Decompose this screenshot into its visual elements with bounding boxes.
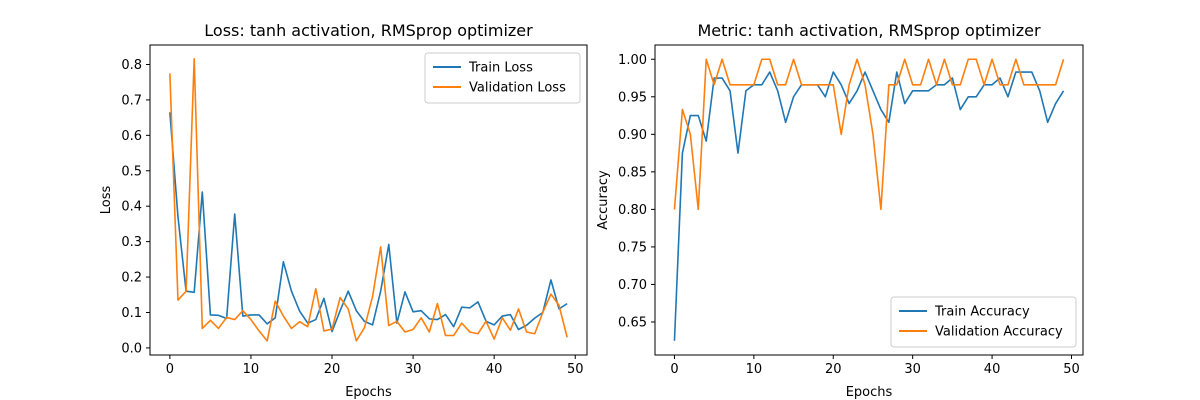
loss-x-tick-label: 50 — [567, 362, 584, 377]
loss-chart-legend: Train Loss Validation Loss — [424, 52, 581, 104]
accuracy-x-tick-label: 50 — [1063, 362, 1080, 377]
loss-legend-box — [424, 52, 581, 104]
accuracy-y-tick-label: 0.70 — [618, 278, 647, 293]
loss-y-tick-label: 0.0 — [121, 341, 142, 356]
accuracy-y-tick-label: 0.80 — [618, 203, 647, 218]
loss-legend-label-train: Train Loss — [468, 61, 533, 76]
accuracy-chart-series — [673, 58, 1065, 341]
loss-series-train-loss — [169, 112, 568, 333]
accuracy-x-tick-label: 10 — [746, 362, 763, 377]
loss-y-tick-label: 0.7 — [121, 93, 142, 108]
accuracy-chart-x-axis-label: Epochs — [846, 385, 893, 400]
accuracy-chart-frame — [654, 44, 1084, 356]
loss-y-tick-label: 0.1 — [121, 306, 142, 321]
loss-series-validation-loss — [169, 58, 568, 342]
loss-chart-series — [169, 58, 568, 342]
accuracy-y-tick-label: 0.95 — [618, 90, 647, 105]
loss-legend-label-validation: Validation Loss — [469, 81, 566, 96]
accuracy-legend-box — [890, 296, 1077, 348]
loss-chart-title: Loss: tanh activation, RMSprop optimizer — [204, 21, 533, 40]
loss-chart: Loss: tanh activation, RMSprop optimizer… — [99, 21, 588, 400]
loss-y-tick-label: 0.2 — [121, 271, 142, 286]
loss-x-tick-label: 30 — [405, 362, 422, 377]
accuracy-chart-y-axis-label: Accuracy — [596, 170, 611, 230]
loss-y-tick-label: 0.8 — [121, 58, 142, 73]
accuracy-chart-ticks: 0 10 20 30 40 50 0.65 0.70 0.75 0.80 0.85 0.90 0.95 1… — [618, 53, 1080, 377]
accuracy-y-tick-label: 1.00 — [618, 53, 647, 68]
loss-chart-ticks: 0 10 20 30 40 50 0.0 0.1 0.2 0.3 0.4 0.5 0.6 0.7 0.8 — [121, 58, 583, 377]
loss-y-tick-label: 0.4 — [121, 200, 142, 215]
accuracy-y-tick-label: 0.65 — [618, 315, 647, 330]
loss-x-tick-label: 0 — [166, 362, 174, 377]
accuracy-y-tick-label: 0.85 — [618, 165, 647, 180]
accuracy-legend-label-train: Train Accuracy — [934, 305, 1030, 320]
loss-x-tick-label: 10 — [243, 362, 260, 377]
accuracy-chart: Metric: tanh activation, RMSprop optimiz… — [596, 21, 1084, 400]
loss-x-tick-label: 20 — [324, 362, 341, 377]
loss-x-tick-label: 40 — [486, 362, 503, 377]
loss-chart-frame — [149, 44, 588, 356]
accuracy-y-tick-label: 0.75 — [618, 240, 647, 255]
accuracy-y-tick-label: 0.90 — [618, 128, 647, 143]
loss-y-tick-label: 0.5 — [121, 164, 142, 179]
loss-chart-x-axis-label: Epochs — [345, 385, 392, 400]
accuracy-x-tick-label: 20 — [825, 362, 842, 377]
loss-y-tick-label: 0.6 — [121, 129, 142, 144]
accuracy-chart-title: Metric: tanh activation, RMSprop optimiz… — [697, 21, 1041, 40]
accuracy-x-tick-label: 30 — [904, 362, 921, 377]
loss-y-tick-label: 0.3 — [121, 235, 142, 250]
accuracy-legend-label-validation: Validation Accuracy — [935, 325, 1063, 340]
accuracy-series-validation-accuracy — [673, 58, 1065, 211]
loss-chart-y-axis-label: Loss — [99, 186, 114, 215]
accuracy-chart-legend: Train Accuracy Validation Accuracy — [890, 296, 1077, 348]
accuracy-x-tick-label: 0 — [670, 362, 678, 377]
accuracy-x-tick-label: 40 — [984, 362, 1001, 377]
